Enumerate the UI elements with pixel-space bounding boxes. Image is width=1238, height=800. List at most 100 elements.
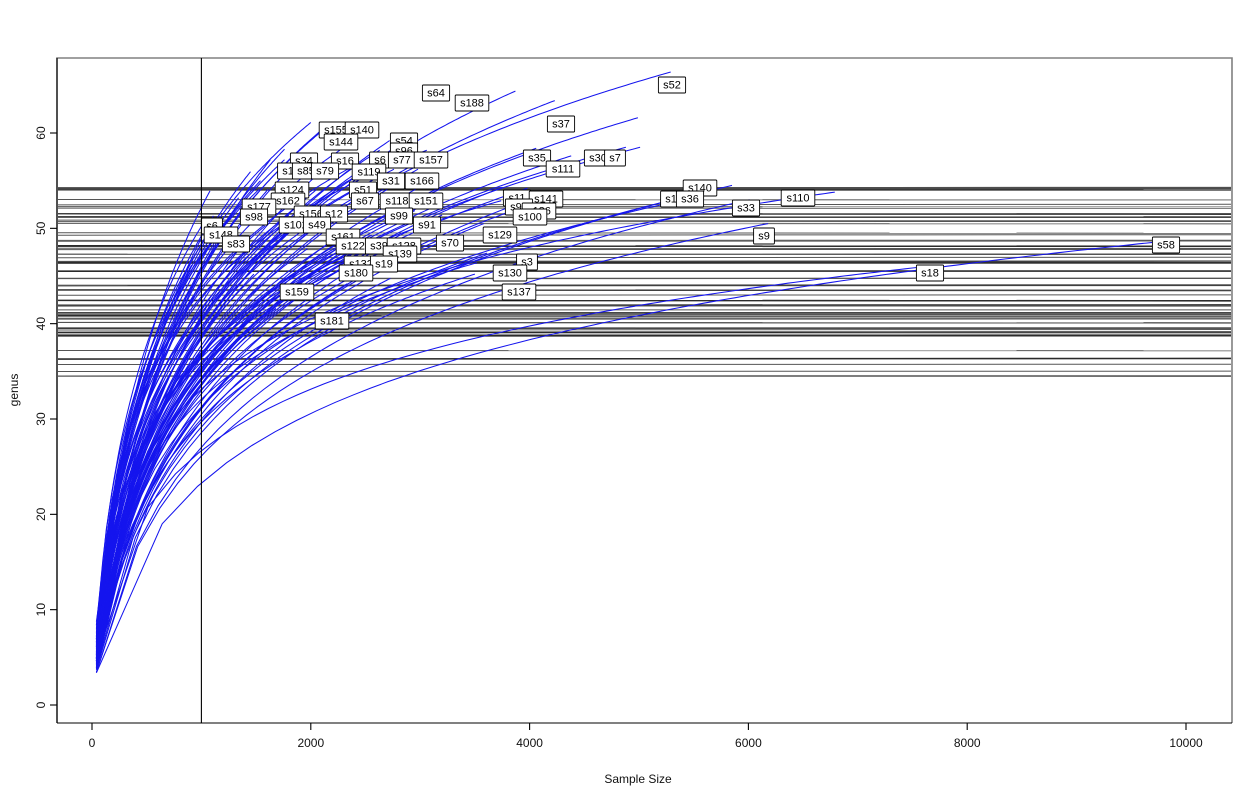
curve-label: s36 xyxy=(675,190,705,208)
curve-label: s144 xyxy=(323,133,359,151)
svg-text:60: 60 xyxy=(34,126,48,140)
curve-label: s77 xyxy=(387,151,417,169)
curve-label: s151 xyxy=(408,192,444,210)
curve-label: s18 xyxy=(915,264,945,282)
curve-label: s9 xyxy=(753,227,775,245)
svg-text:0: 0 xyxy=(89,736,96,750)
curve-label-text: s118 xyxy=(385,196,408,208)
svg-text:6000: 6000 xyxy=(735,736,762,750)
curve-label: s35 xyxy=(522,149,552,167)
curve-label: s129 xyxy=(482,226,518,244)
curve-label-text: s155 xyxy=(324,125,348,137)
svg-text:4000: 4000 xyxy=(516,736,543,750)
curve-label: s137 xyxy=(501,283,537,301)
curve-label: s122 xyxy=(335,237,371,255)
curve-label-text: s180 xyxy=(344,268,368,280)
curve-label: s188 xyxy=(454,94,490,112)
curve-label-text: s6 xyxy=(374,155,386,167)
axes: 0 2000 4000 6000 8000 10000 0 10 20 30 40 50 60 xyxy=(34,58,1232,750)
curve-label: s83 xyxy=(221,235,251,253)
curve-label-text: s30 xyxy=(589,153,607,165)
curve-label-text: s157 xyxy=(419,155,443,167)
curve-label-text: s16 xyxy=(336,156,354,168)
curve-label-text: s67 xyxy=(356,196,374,208)
curve-label: s111 xyxy=(545,160,581,178)
curve-label: s64 xyxy=(421,84,451,102)
curve-label-text: s31 xyxy=(382,176,400,188)
curve-label: s98 xyxy=(239,208,269,226)
svg-text:50: 50 xyxy=(34,221,48,235)
rarefaction-curves xyxy=(95,71,1169,674)
curve-label-text: s99 xyxy=(390,211,408,223)
curve-label: s19 xyxy=(369,255,399,273)
curve-label-text: s1 xyxy=(282,166,294,178)
curve-label-text: s36 xyxy=(681,194,699,206)
svg-text:0: 0 xyxy=(34,701,48,708)
svg-text:10: 10 xyxy=(34,603,48,617)
curve-label-text: s7 xyxy=(609,153,621,165)
curve-label: s162 xyxy=(270,192,306,210)
curve-label: s157 xyxy=(413,151,449,169)
curve-label-text: s58 xyxy=(1157,240,1175,252)
curve-label: s100 xyxy=(512,208,548,226)
curve-label-text: s100 xyxy=(518,212,542,224)
curve-label-text: s181 xyxy=(320,316,344,328)
curve-label: s70 xyxy=(435,234,465,252)
curve-label-text: s110 xyxy=(786,193,809,205)
curve-label-text: s70 xyxy=(441,238,459,250)
curve-label-text: s33 xyxy=(737,203,755,215)
curve-label-text: s159 xyxy=(285,287,309,299)
curve-label-text: s18 xyxy=(921,268,939,280)
svg-text:40: 40 xyxy=(34,317,48,331)
curve-label: s33 xyxy=(731,199,761,217)
curve-label-text: s119 xyxy=(357,167,380,179)
curve-label-text: s83 xyxy=(227,239,245,251)
curve-label: s37 xyxy=(546,115,576,133)
curve-label: s130 xyxy=(492,264,528,282)
curve-label: s159 xyxy=(279,283,315,301)
curve-label-text: s137 xyxy=(507,287,531,299)
curve-label-text: s140 xyxy=(350,125,374,137)
curve-label: s79 xyxy=(310,162,340,180)
svg-text:20: 20 xyxy=(34,507,48,521)
curve-label: s166 xyxy=(404,172,440,190)
curve-label: s99 xyxy=(384,207,414,225)
curve-label-text: s129 xyxy=(488,230,512,242)
curve-label-text: s91 xyxy=(418,220,436,232)
curve-label-text: s52 xyxy=(663,80,681,92)
curve-label-text: s77 xyxy=(393,155,411,167)
curve-label: s52 xyxy=(657,76,687,94)
curve-label-text: s188 xyxy=(460,98,484,110)
curve-label-text: s79 xyxy=(316,166,334,178)
curve-label: s67 xyxy=(350,192,380,210)
curve-label-text: s3 xyxy=(521,257,533,269)
curve-label-text: s151 xyxy=(414,196,438,208)
curve-label: s110 xyxy=(780,189,816,207)
curve-label: s180 xyxy=(338,264,374,282)
curve-label: s58 xyxy=(1151,236,1181,254)
curve-label: s7 xyxy=(604,149,626,167)
curve-label-text: s49 xyxy=(308,220,326,232)
y-axis-title: genus xyxy=(7,374,21,407)
curve-label-text: s19 xyxy=(375,259,393,271)
curve-label-text: s6 xyxy=(206,221,218,233)
curve-label-text: s122 xyxy=(341,241,365,253)
curve-label: s31 xyxy=(376,172,406,190)
curve-label-text: s111 xyxy=(552,164,574,176)
svg-text:10000: 10000 xyxy=(1169,736,1203,750)
curve-label-text: s85 xyxy=(297,166,315,178)
curve-label-text: s64 xyxy=(427,88,445,100)
curve-label-text: s35 xyxy=(528,153,546,165)
svg-text:30: 30 xyxy=(34,412,48,426)
curve-label-text: s166 xyxy=(410,176,434,188)
curve-label: s49 xyxy=(302,216,332,234)
curve-label-text: s141 xyxy=(534,194,558,206)
plot-frame xyxy=(56,57,1233,723)
curve-label-text: s144 xyxy=(329,137,353,149)
x-axis-title: Sample Size xyxy=(604,772,672,786)
curve-label-text: s162 xyxy=(276,196,300,208)
curve-label-text: s130 xyxy=(498,268,522,280)
